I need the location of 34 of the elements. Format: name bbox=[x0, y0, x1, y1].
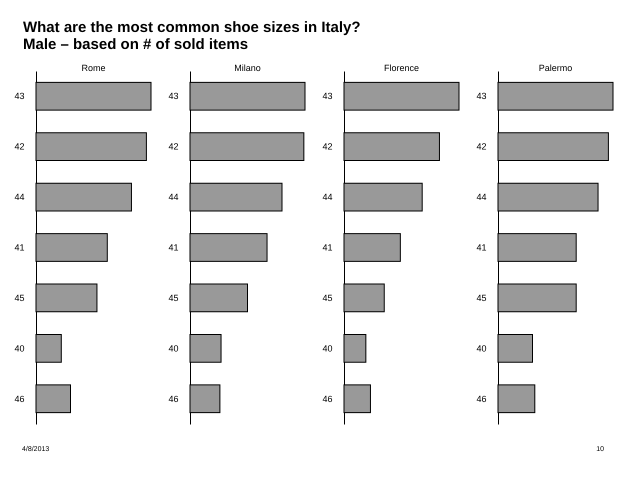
y-tick-label: 45 bbox=[476, 292, 486, 303]
y-tick-label: 43 bbox=[476, 91, 486, 102]
y-tick-label: 46 bbox=[322, 394, 332, 404]
y-tick-label: 41 bbox=[14, 242, 24, 252]
y-tick-label: 45 bbox=[168, 292, 178, 303]
y-tick-label: 45 bbox=[14, 292, 24, 303]
y-tick-label: 42 bbox=[322, 142, 332, 152]
y-tick-label: 40 bbox=[14, 343, 24, 354]
chart-title: Florence bbox=[384, 63, 420, 73]
y-tick-label: 41 bbox=[322, 242, 332, 252]
y-tick-label: 40 bbox=[476, 343, 486, 354]
text: What are the most common shoe sizes in Italy? bbox=[22, 19, 361, 36]
chart-title: Milano bbox=[234, 63, 261, 73]
y-tick-label: 46 bbox=[14, 394, 24, 404]
y-tick-label: 41 bbox=[476, 242, 486, 252]
y-tick-label: 44 bbox=[14, 192, 24, 202]
y-tick-label: 42 bbox=[14, 142, 24, 152]
y-tick-label: 46 bbox=[476, 394, 486, 404]
y-tick-label: 44 bbox=[476, 192, 486, 202]
chart-title: Rome bbox=[81, 63, 106, 73]
y-tick-label: 41 bbox=[168, 242, 178, 252]
y-tick-label: 40 bbox=[322, 343, 332, 354]
y-tick-label: 44 bbox=[168, 192, 178, 202]
y-tick-label: 44 bbox=[322, 192, 332, 202]
y-tick-label: 43 bbox=[14, 91, 24, 102]
y-tick-label: 43 bbox=[322, 91, 332, 102]
y-tick-label: 42 bbox=[168, 142, 178, 152]
y-tick-label: 46 bbox=[168, 394, 178, 404]
y-tick-label: 40 bbox=[168, 343, 178, 354]
text: Male – based on # of sold items bbox=[22, 36, 248, 53]
y-tick-label: 42 bbox=[476, 142, 486, 152]
chart-title: Palermo bbox=[538, 63, 572, 73]
y-tick-label: 45 bbox=[322, 292, 332, 303]
y-tick-label: 43 bbox=[168, 91, 178, 102]
